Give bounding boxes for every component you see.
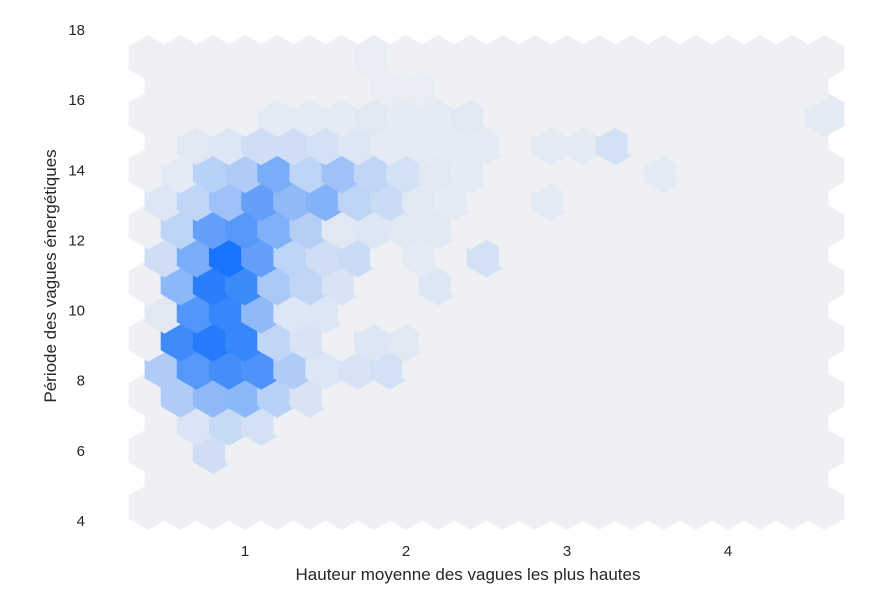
hex-bin: [321, 35, 362, 82]
hex-bin: [289, 35, 330, 82]
hex-bin: [804, 35, 845, 82]
hex-bin: [611, 35, 652, 82]
hex-bin: [482, 35, 523, 82]
hex-bin: [386, 35, 426, 82]
x-tick-label: 4: [724, 543, 732, 560]
hex-bin: [772, 35, 813, 82]
hex-bin: [547, 35, 587, 82]
x-tick-label: 1: [241, 543, 249, 560]
hex-bin: [128, 35, 169, 82]
hex-bin: [450, 35, 491, 82]
y-tick-label: 6: [77, 443, 85, 460]
x-axis-title: Hauteur moyenne des vagues les plus haut…: [296, 565, 641, 584]
hex-bin: [192, 35, 233, 82]
y-tick-label: 12: [68, 232, 85, 249]
hex-bin: [740, 35, 781, 82]
y-axis-title: Période des vagues énergétiques: [41, 149, 60, 402]
hex-bin: [579, 35, 620, 82]
x-tick-label: 2: [402, 543, 410, 560]
hex-bin: [353, 35, 394, 82]
y-tick-label: 18: [68, 22, 85, 39]
hex-bin: [160, 35, 201, 82]
hex-bin: [257, 35, 298, 82]
x-tick-labels: 1 2 3 4: [241, 543, 732, 560]
y-tick-label: 14: [68, 162, 85, 179]
y-tick-labels: 4 6 8 10 12 14 16 18: [68, 22, 85, 530]
x-tick-label: 3: [563, 543, 571, 560]
hex-bin: [708, 35, 748, 82]
hex-bin: [675, 35, 716, 82]
y-tick-label: 4: [77, 513, 85, 530]
hex-bin: [418, 35, 459, 82]
y-tick-label: 8: [77, 373, 85, 390]
hex-bin: [514, 35, 555, 82]
hex-layer: [128, 35, 845, 530]
hex-bin: [643, 35, 684, 82]
y-tick-label: 16: [68, 92, 85, 109]
y-tick-label: 10: [68, 303, 85, 320]
hex-bin: [225, 35, 265, 82]
